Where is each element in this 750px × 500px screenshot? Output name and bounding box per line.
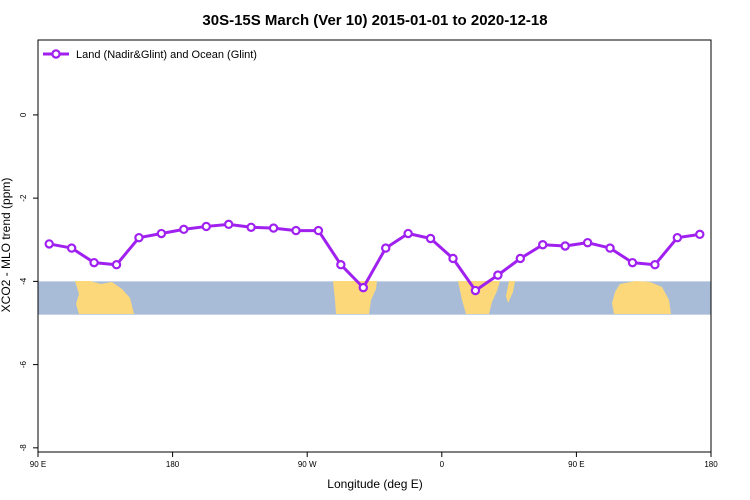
land-australia-repeat <box>612 281 671 314</box>
data-point <box>313 225 324 236</box>
data-point <box>672 232 683 243</box>
y-axis-title: XCO2 - MLO trend (ppm) <box>0 178 13 313</box>
data-point <box>201 221 211 232</box>
data-point <box>156 228 167 239</box>
x-axis-title: Longitude (deg E) <box>327 477 422 491</box>
data-point <box>246 222 256 232</box>
x-axis: 90 E 180 90 W 0 90 E 180 <box>30 452 718 469</box>
data-point <box>493 270 503 280</box>
y-tick-label: -8 <box>19 444 28 452</box>
series-line <box>48 222 701 293</box>
data-point <box>650 260 660 270</box>
data-point <box>336 260 346 270</box>
data-point <box>291 225 301 236</box>
y-tick-label: -2 <box>19 194 28 202</box>
plot-border <box>37 39 712 453</box>
x-tick-label: 0 <box>440 460 445 469</box>
x-tick-label: 180 <box>166 460 180 469</box>
land-madagascar <box>506 281 515 303</box>
data-point <box>627 257 638 268</box>
x-tick-label: 90 E <box>30 460 46 469</box>
legend: Land (Nadir&Glint) and Ocean (Glint) <box>43 49 257 61</box>
land-africa <box>458 281 500 314</box>
series-layer <box>44 219 705 296</box>
data-point <box>223 219 234 230</box>
data-point <box>605 243 615 253</box>
legend-label: Land (Nadir&Glint) and Ocean (Glint) <box>76 49 257 61</box>
world-map-strip <box>38 281 711 315</box>
data-point <box>470 285 481 296</box>
data-point <box>582 237 593 248</box>
data-point <box>403 228 413 239</box>
y-tick-label: -4 <box>19 277 28 285</box>
chart-title: 30S-15S March (Ver 10) 2015-01-01 to 202… <box>202 12 547 29</box>
data-point <box>515 253 526 264</box>
y-tick-label: 0 <box>19 112 28 117</box>
data-point <box>381 243 391 253</box>
plot-frame <box>37 39 712 453</box>
data-point <box>695 229 705 240</box>
legend-marker <box>51 49 61 59</box>
data-point <box>111 260 122 270</box>
data-point <box>268 223 279 233</box>
land-australia <box>75 281 134 314</box>
data-point <box>358 282 368 293</box>
data-point <box>134 232 144 243</box>
data-point <box>44 239 54 249</box>
data-point <box>448 253 458 264</box>
data-point <box>560 241 570 251</box>
data-point <box>538 240 548 250</box>
x-tick-label: 90 E <box>568 460 584 469</box>
x-tick-label: 90 W <box>298 460 317 469</box>
y-axis: 0 -2 -4 -6 -8 <box>19 112 38 451</box>
data-point <box>66 243 77 253</box>
x-tick-label: 180 <box>704 460 718 469</box>
data-point <box>425 233 436 244</box>
data-point <box>89 257 99 268</box>
y-tick-label: -6 <box>19 361 28 369</box>
data-point <box>179 224 189 235</box>
